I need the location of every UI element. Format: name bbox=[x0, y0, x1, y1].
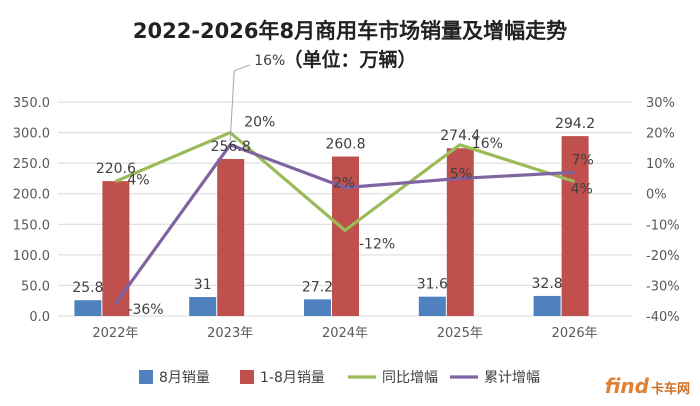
line-value-label: 20% bbox=[244, 115, 275, 131]
y-right-tick-label: -30% bbox=[646, 279, 680, 294]
x-tick-label: 2022年 bbox=[92, 326, 138, 341]
watermark-text: find bbox=[604, 374, 649, 398]
bar-value-label: 31 bbox=[194, 277, 212, 293]
chart-title: 2022-2026年8月商用车市场销量及增幅走势 bbox=[133, 19, 567, 43]
y-left-tick-label: 200.0 bbox=[13, 188, 50, 203]
bar-aug bbox=[74, 300, 102, 316]
y-left-tick-label: 350.0 bbox=[13, 96, 50, 111]
bar-value-label: 31.6 bbox=[417, 277, 448, 293]
x-tick-label: 2024年 bbox=[322, 326, 368, 341]
label-leader-line bbox=[229, 64, 251, 141]
y-right-tick-label: -10% bbox=[646, 218, 680, 233]
bar-value-label: 25.8 bbox=[72, 280, 103, 296]
line-value-label: 16% bbox=[472, 136, 503, 152]
legend-label: 8月销量 bbox=[159, 370, 210, 386]
y-left-tick-label: 50.0 bbox=[21, 279, 50, 294]
y-left-tick-label: 150.0 bbox=[13, 218, 50, 233]
y-right-tick-label: -20% bbox=[646, 249, 680, 264]
data-labels: 25.8 31 27.2 31.6 32.8 220.6 256.8 260.8 274.4 29… bbox=[72, 53, 595, 318]
legend: 8月销量 1-8月销量 同比增幅 累计增幅 bbox=[139, 370, 540, 386]
y-right-tick-label: -40% bbox=[646, 310, 680, 325]
y-left-tick-label: 250.0 bbox=[13, 157, 50, 172]
x-tick-label: 2025年 bbox=[437, 326, 483, 341]
lines bbox=[114, 130, 576, 305]
axes: 0.0 50.0 100.0 150.0 200.0 250.0 300.0 350.0 -40… bbox=[13, 96, 680, 341]
watermark-subtext: 卡车网 bbox=[650, 382, 690, 397]
line-value-label: 4% bbox=[127, 172, 149, 188]
bar-jan-aug bbox=[561, 136, 589, 316]
line-value-label: 5% bbox=[450, 166, 472, 182]
y-left-tick-label: 0.0 bbox=[29, 310, 50, 325]
line-value-label: -36% bbox=[127, 302, 163, 318]
bar-value-label: 260.8 bbox=[325, 137, 365, 153]
y-right-tick-label: 10% bbox=[646, 157, 675, 172]
line-value-label: -12% bbox=[359, 236, 395, 252]
watermark-logo: find 卡车网 bbox=[605, 374, 690, 398]
line-value-label: 2% bbox=[333, 176, 355, 192]
bar-jan-aug bbox=[102, 181, 130, 316]
bar-aug bbox=[304, 299, 331, 316]
y-left-tick-label: 300.0 bbox=[13, 127, 50, 142]
y-left-tick-label: 100.0 bbox=[13, 249, 50, 264]
x-tick-label: 2023年 bbox=[207, 326, 253, 341]
bar-value-label: 274.4 bbox=[440, 128, 480, 144]
bar-value-label: 27.2 bbox=[302, 279, 333, 295]
legend-label: 1-8月销量 bbox=[260, 370, 325, 386]
bar-value-label: 256.8 bbox=[211, 139, 251, 155]
bar-value-label: 294.2 bbox=[555, 116, 595, 132]
bar-jan-aug bbox=[446, 148, 474, 316]
line-cumulative-growth bbox=[114, 143, 575, 305]
y-right-tick-label: 0% bbox=[646, 188, 667, 203]
chart-subtitle: （单位：万辆） bbox=[283, 48, 416, 71]
y-right-tick-label: 20% bbox=[646, 127, 675, 142]
x-tick-label: 2026年 bbox=[552, 326, 598, 341]
legend-label: 同比增幅 bbox=[382, 370, 438, 386]
bar-aug bbox=[189, 297, 217, 316]
bar-value-label: 32.8 bbox=[532, 276, 563, 292]
legend-swatch bbox=[139, 370, 153, 384]
y-right-tick-label: 30% bbox=[646, 96, 675, 111]
bar-jan-aug bbox=[217, 158, 245, 316]
line-value-label: 7% bbox=[572, 152, 594, 168]
line-value-label: 4% bbox=[571, 181, 593, 197]
bar-aug bbox=[418, 296, 446, 316]
bars bbox=[74, 136, 589, 316]
bar-aug bbox=[533, 295, 561, 316]
line-value-label: 16% bbox=[254, 53, 285, 69]
legend-label: 累计增幅 bbox=[484, 370, 540, 386]
legend-swatch bbox=[240, 370, 254, 384]
bar-value-label: 220.6 bbox=[96, 161, 136, 177]
line-yoy-growth bbox=[114, 130, 576, 232]
